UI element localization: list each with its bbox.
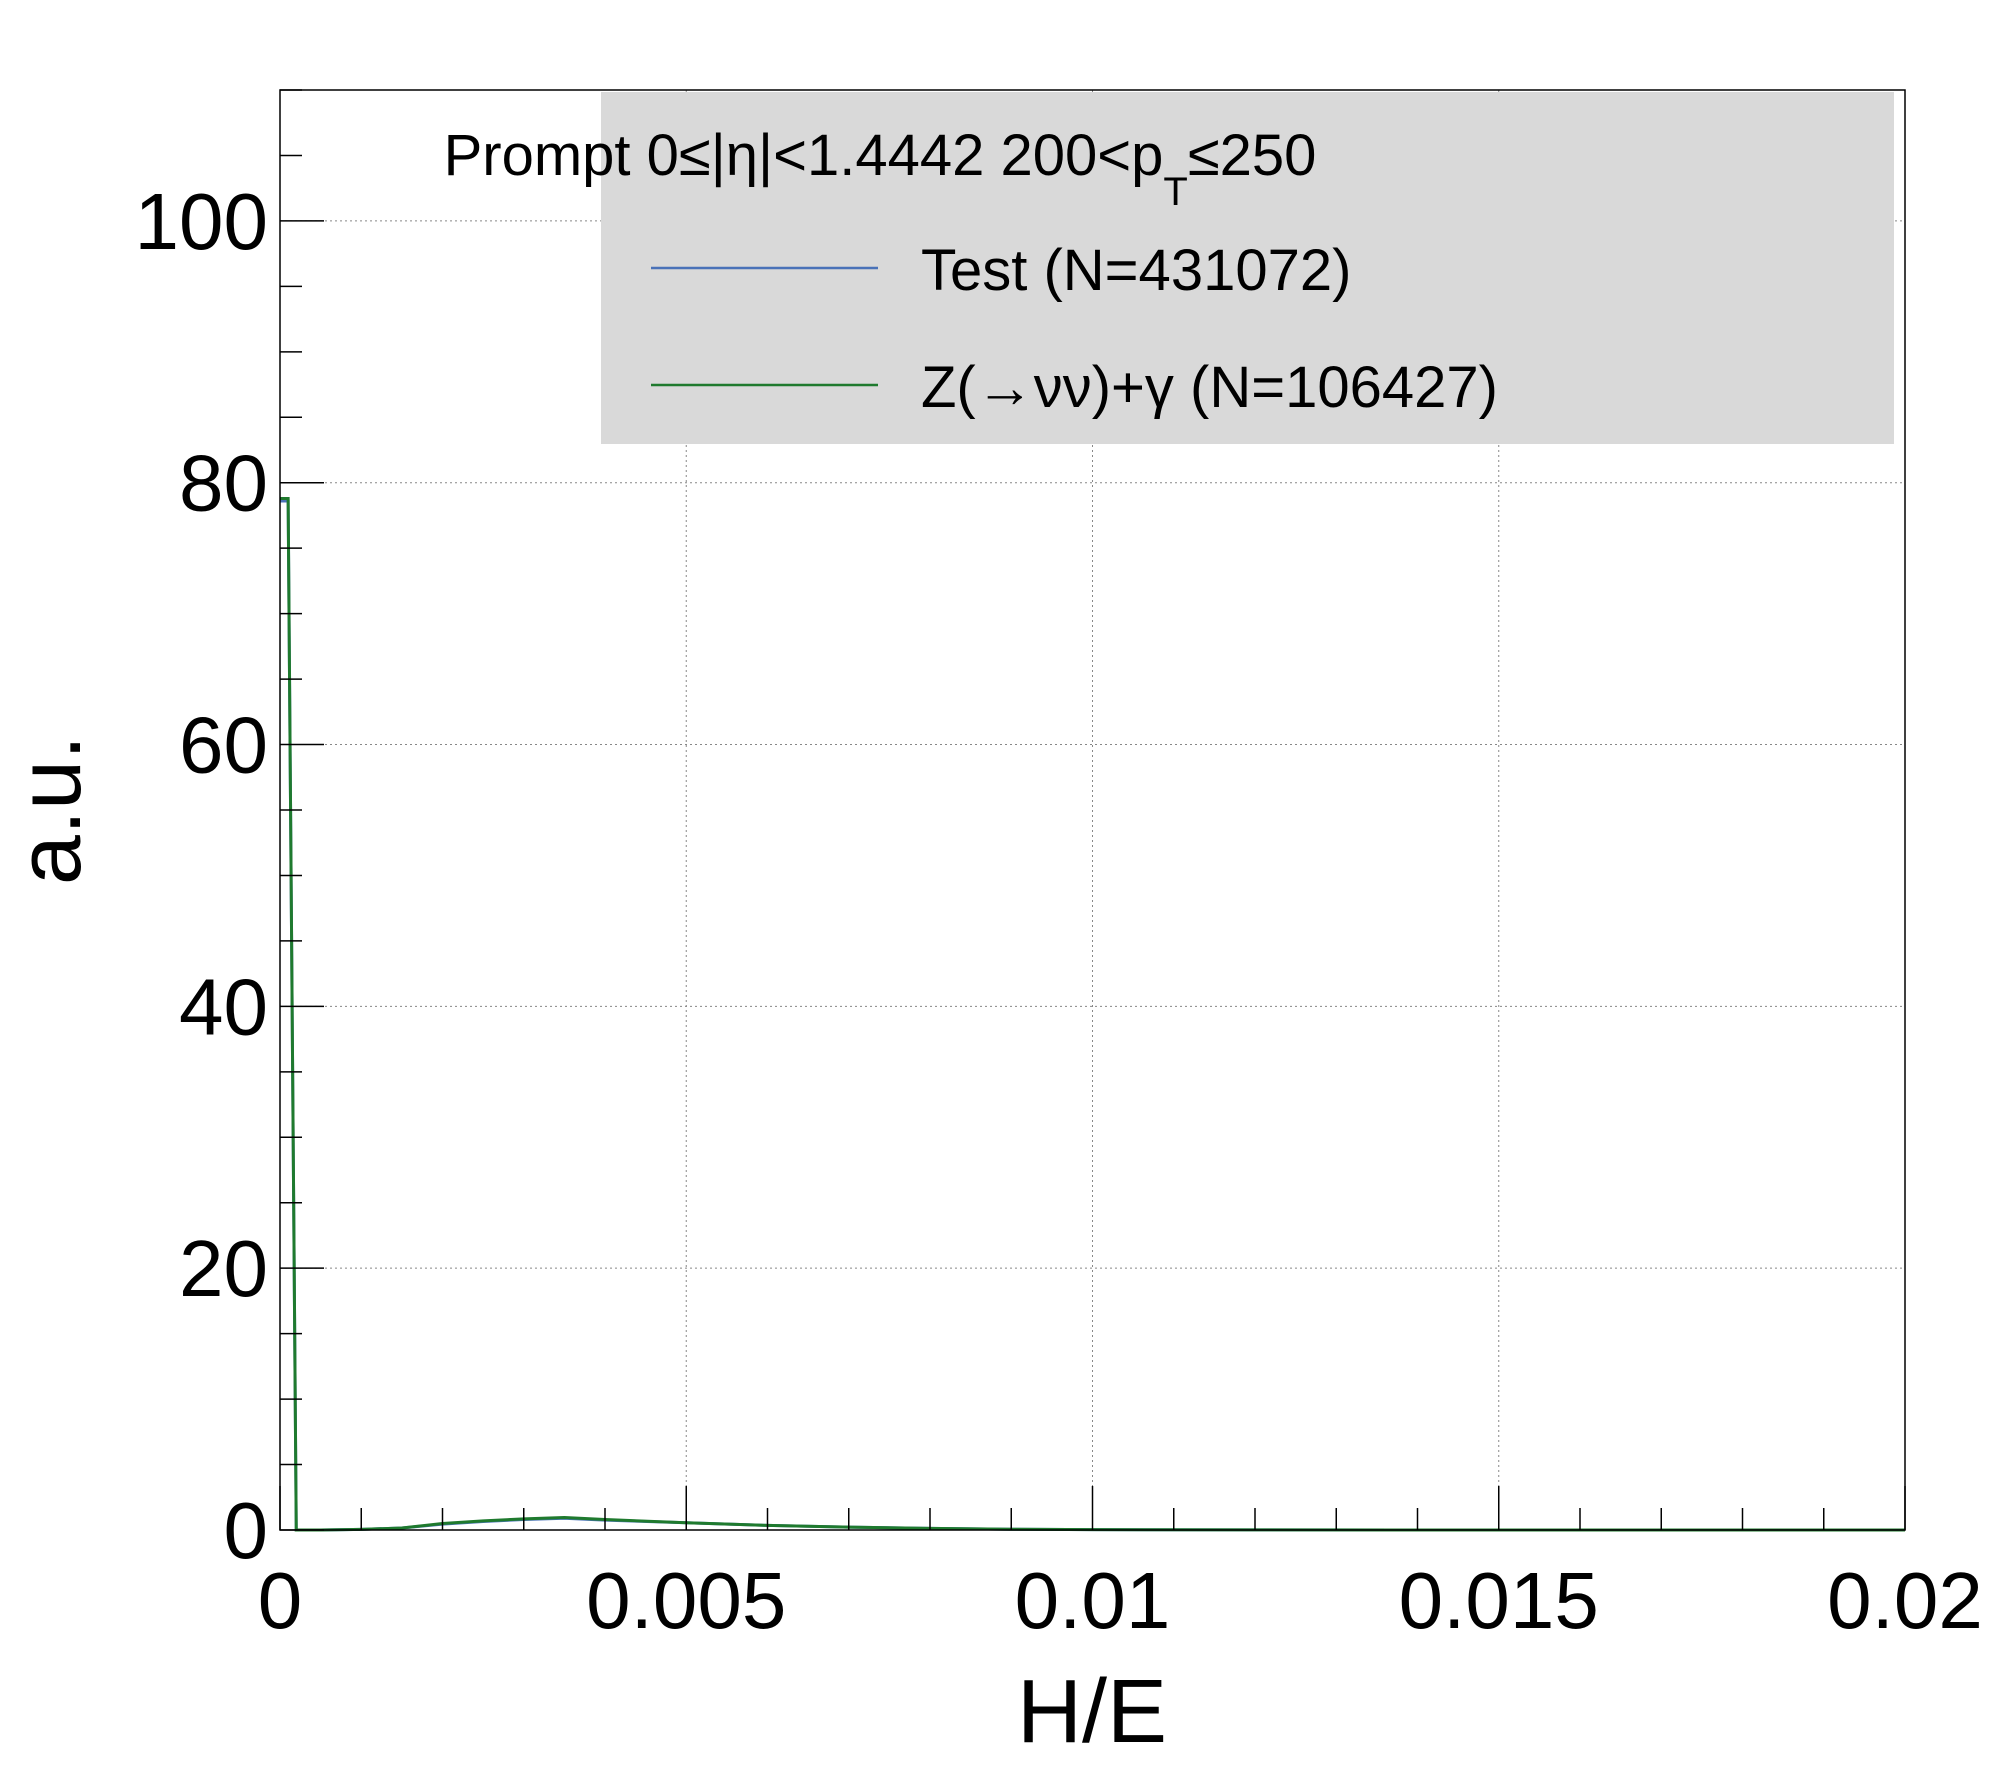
y-tick-label-2: 40 xyxy=(179,962,268,1051)
legend-header-main: Prompt 0≤|η|<1.4442 200<p xyxy=(444,123,1164,188)
y-tick-label-5: 100 xyxy=(135,177,268,266)
legend: Prompt 0≤|η|<1.4442 200<pT≤250 Test (N=4… xyxy=(444,92,1894,444)
legend-label-zgamma: Z(→νν)+γ (N=106427) xyxy=(921,355,1498,420)
y-tick-label-3: 60 xyxy=(179,701,268,790)
y-tick-label-4: 80 xyxy=(179,439,268,528)
x-tick-label-3: 0.015 xyxy=(1399,1556,1599,1645)
x-tick-label-1: 0.005 xyxy=(586,1556,786,1645)
x-tick-label-0: 0 xyxy=(258,1556,303,1645)
tick-labels: 0 0.005 0.01 0.015 0.02 0 20 40 60 80 100 xyxy=(135,177,1983,1645)
x-axis-title: H/E xyxy=(1017,1662,1167,1762)
y-axis-title: a.u. xyxy=(0,735,100,885)
legend-header-tail: ≤250 xyxy=(1188,123,1317,188)
axis-ticks xyxy=(279,89,1906,1531)
legend-header: Prompt 0≤|η|<1.4442 200<pT≤250 xyxy=(444,123,1317,214)
x-tick-label-4: 0.02 xyxy=(1827,1556,1983,1645)
x-tick-label-2: 0.01 xyxy=(1015,1556,1171,1645)
legend-label-test: Test (N=431072) xyxy=(921,238,1351,303)
legend-header-subscript: T xyxy=(1163,170,1187,214)
y-tick-label-0: 0 xyxy=(224,1486,269,1575)
y-tick-label-1: 20 xyxy=(179,1224,268,1313)
